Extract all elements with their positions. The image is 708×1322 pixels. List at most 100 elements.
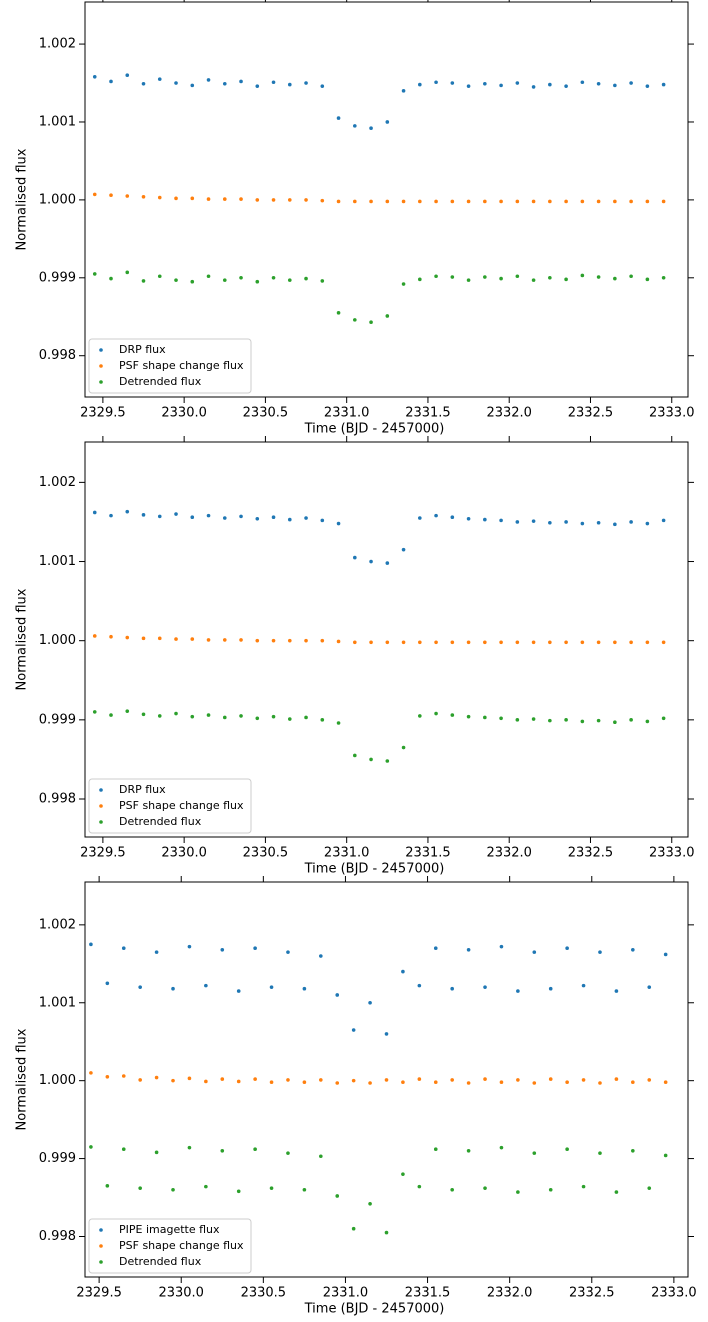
data-point bbox=[204, 983, 208, 988]
data-point bbox=[335, 1081, 340, 1085]
data-point bbox=[645, 277, 650, 282]
data-point bbox=[418, 516, 422, 520]
data-point bbox=[401, 745, 406, 750]
data-point bbox=[418, 640, 422, 645]
x-tick-label: 2330.5 bbox=[241, 1286, 287, 1301]
data-point bbox=[401, 282, 406, 286]
data-point bbox=[434, 513, 438, 518]
data-point bbox=[466, 278, 471, 282]
data-point bbox=[271, 275, 276, 280]
data-point bbox=[661, 518, 666, 523]
data-point bbox=[596, 82, 601, 86]
data-point bbox=[206, 197, 211, 201]
data-point bbox=[206, 274, 211, 279]
y-tick-label: 1.001 bbox=[39, 554, 76, 569]
y-tick-label: 0.998 bbox=[39, 348, 76, 363]
data-point bbox=[580, 640, 585, 645]
panel: 0.998 0.999 1.000 1.001 1.002 2329.5 2330.0 233… bbox=[15, 0, 694, 437]
legend-marker bbox=[99, 788, 103, 792]
data-point bbox=[483, 1077, 487, 1081]
data-point bbox=[384, 1230, 389, 1235]
data-point bbox=[385, 314, 390, 318]
data-point bbox=[320, 718, 325, 722]
data-point bbox=[384, 1078, 389, 1082]
x-tick-label: 2332.0 bbox=[486, 846, 532, 861]
data-point bbox=[516, 1190, 520, 1194]
x-tick-label: 2331.0 bbox=[323, 1286, 369, 1301]
data-point bbox=[287, 517, 292, 522]
data-point bbox=[320, 518, 325, 523]
data-point bbox=[336, 116, 341, 120]
x-tick-label: 2329.5 bbox=[76, 1286, 122, 1301]
data-point bbox=[417, 1077, 422, 1081]
data-point bbox=[580, 719, 585, 724]
data-point bbox=[304, 715, 308, 720]
data-point bbox=[385, 640, 390, 645]
data-point bbox=[661, 716, 666, 721]
data-point bbox=[450, 1187, 454, 1192]
data-point bbox=[125, 635, 130, 640]
data-point bbox=[157, 195, 162, 200]
data-point bbox=[335, 993, 340, 997]
data-point bbox=[629, 520, 633, 524]
x-axis-label: Time (BJD - 2457000) bbox=[304, 1302, 445, 1317]
data-point bbox=[647, 1186, 652, 1190]
data-point bbox=[255, 516, 260, 521]
data-point bbox=[581, 983, 586, 988]
data-point bbox=[271, 638, 276, 643]
data-point bbox=[647, 985, 652, 989]
data-point bbox=[304, 276, 308, 281]
data-point bbox=[187, 1145, 192, 1150]
y-tick-label: 0.999 bbox=[39, 1151, 76, 1166]
legend-box bbox=[88, 778, 252, 834]
data-point bbox=[531, 278, 536, 282]
data-point bbox=[613, 522, 617, 527]
data-point bbox=[222, 516, 227, 520]
data-point bbox=[141, 513, 146, 517]
data-point bbox=[287, 198, 292, 202]
data-point bbox=[141, 712, 146, 717]
data-point bbox=[287, 638, 292, 643]
x-axis-label: Time (BJD - 2457000) bbox=[304, 862, 445, 877]
legend-marker bbox=[99, 1260, 103, 1264]
x-tick-label: 2331.5 bbox=[405, 406, 451, 421]
data-point bbox=[336, 521, 341, 526]
data-point bbox=[450, 640, 455, 645]
data-point bbox=[564, 520, 568, 524]
data-point bbox=[89, 942, 93, 947]
data-point bbox=[190, 279, 195, 284]
data-point bbox=[515, 274, 520, 279]
data-point bbox=[531, 85, 536, 89]
data-point bbox=[157, 514, 162, 519]
data-point bbox=[369, 559, 373, 564]
data-point bbox=[532, 950, 537, 954]
data-point bbox=[450, 713, 455, 717]
data-point bbox=[548, 986, 553, 991]
data-point bbox=[255, 638, 260, 643]
data-point bbox=[613, 276, 617, 281]
y-axis-label: Normalised flux bbox=[15, 588, 30, 690]
data-point bbox=[157, 77, 162, 81]
data-point bbox=[434, 80, 438, 85]
data-point bbox=[204, 1079, 208, 1084]
data-point bbox=[483, 199, 487, 204]
data-point bbox=[401, 547, 406, 552]
data-point bbox=[271, 80, 276, 85]
legend-box bbox=[88, 1218, 252, 1274]
data-point bbox=[105, 1184, 110, 1188]
data-point bbox=[220, 947, 225, 952]
data-point bbox=[204, 1184, 208, 1189]
legend-label: PSF shape change flux bbox=[119, 1239, 244, 1252]
data-point bbox=[433, 1147, 438, 1152]
data-point bbox=[109, 713, 113, 717]
legend-marker bbox=[99, 1228, 103, 1232]
legend-label: DRP flux bbox=[119, 783, 166, 796]
legend-label: PSF shape change flux bbox=[119, 359, 244, 372]
data-point bbox=[417, 1184, 422, 1189]
data-point bbox=[565, 1147, 569, 1152]
data-point bbox=[645, 84, 650, 88]
data-point bbox=[239, 714, 243, 718]
data-point bbox=[565, 946, 569, 951]
data-point bbox=[499, 276, 503, 281]
